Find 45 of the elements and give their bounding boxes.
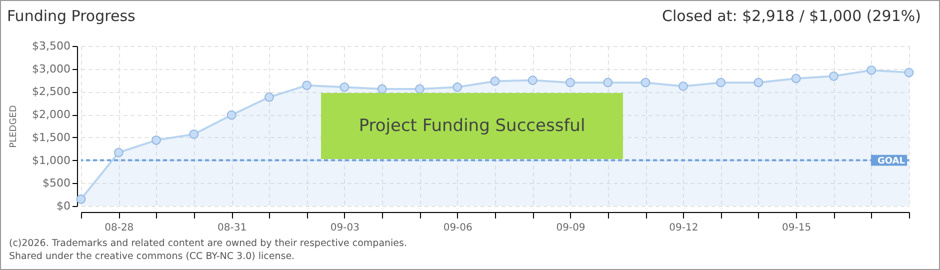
point bbox=[189, 130, 199, 139]
y-tick-label: $500 bbox=[42, 176, 70, 190]
point bbox=[528, 76, 538, 85]
y-tick-label: $2,000 bbox=[32, 108, 70, 122]
x-tick-label: 08-31 bbox=[218, 222, 247, 234]
point bbox=[340, 82, 350, 92]
y-tick-label: $1,500 bbox=[32, 130, 70, 144]
point bbox=[904, 68, 914, 78]
point bbox=[640, 78, 650, 88]
chart-title: Funding Progress bbox=[7, 7, 136, 25]
x-tick-label: 09-03 bbox=[330, 222, 360, 234]
ref-line-label: GOAL bbox=[878, 156, 906, 166]
y-tick-label: $3,500 bbox=[32, 40, 70, 52]
y-tick-label: $2,500 bbox=[32, 85, 70, 98]
x-tick-label: 09-12 bbox=[669, 222, 698, 234]
text: Closed at: $2,918 / $1,000 (291%) bbox=[662, 7, 921, 25]
point bbox=[302, 80, 312, 90]
point bbox=[490, 76, 500, 86]
point bbox=[377, 84, 387, 94]
point bbox=[566, 78, 575, 88]
y-tick-label: $0 bbox=[56, 200, 70, 212]
point bbox=[452, 82, 462, 92]
banner-box: Project Funding Successful bbox=[321, 93, 623, 159]
point bbox=[76, 194, 86, 204]
point bbox=[264, 92, 274, 102]
point bbox=[678, 82, 688, 91]
point bbox=[754, 78, 764, 88]
y-tick-label: $3,000 bbox=[32, 62, 70, 76]
point bbox=[152, 135, 161, 145]
x-tick-label: 09-06 bbox=[443, 222, 472, 234]
y-tick-label: $1,000 bbox=[32, 154, 70, 167]
text: (c)2026. Trademarks and related content are owned by their respective companies. bbox=[9, 237, 407, 250]
text: Shared under the creative commons (CC BY-NC 3.0) license. bbox=[9, 250, 296, 263]
point bbox=[415, 84, 424, 94]
point bbox=[829, 71, 838, 81]
x-tick-label: 09-15 bbox=[782, 222, 812, 234]
point bbox=[791, 74, 801, 84]
point bbox=[226, 110, 236, 120]
x-tick-label: 08-28 bbox=[104, 222, 134, 234]
point bbox=[866, 66, 876, 75]
x-tick-label: 09-09 bbox=[556, 222, 586, 234]
point bbox=[716, 78, 726, 88]
point bbox=[114, 148, 124, 158]
point bbox=[603, 78, 613, 88]
y-axis-title: PLEDGED bbox=[9, 105, 20, 148]
